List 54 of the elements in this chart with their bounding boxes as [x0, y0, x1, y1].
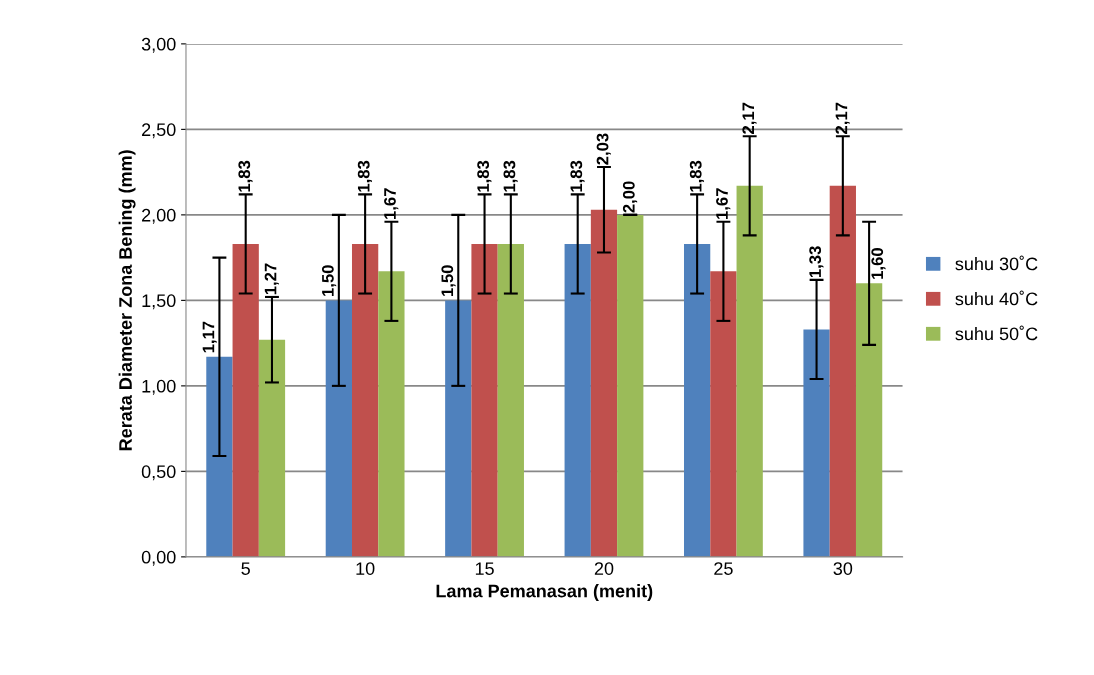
data-label: 1,83 [689, 160, 705, 192]
bar [617, 214, 644, 557]
y-axis-title: Rerata Diameter Zona Bening (mm) [118, 150, 136, 451]
y-tick-label: 2,50 [142, 123, 176, 139]
data-label: 1,83 [357, 160, 373, 192]
y-tick-label: 1,00 [142, 379, 176, 395]
data-label: 1,83 [503, 160, 518, 192]
bar [497, 243, 524, 557]
data-label: 1,60 [871, 248, 886, 279]
bar [232, 243, 259, 557]
y-tick-label: 0,50 [141, 465, 176, 481]
y-tick-label: 0,00 [141, 550, 176, 566]
bar [206, 356, 233, 557]
data-label: 1,83 [238, 160, 253, 192]
data-label: 2,17 [835, 102, 850, 134]
bar [258, 339, 286, 557]
x-tick-label: 5 [241, 562, 250, 575]
data-label: 1,67 [384, 188, 399, 219]
bar [351, 243, 379, 557]
bar [564, 243, 591, 557]
y-tick-label: 2,00 [142, 208, 176, 224]
bar [445, 300, 472, 557]
bar [378, 271, 405, 557]
data-label: 2,00 [622, 181, 638, 213]
bar [736, 185, 763, 557]
bar [684, 243, 711, 557]
data-label: 2,17 [742, 102, 757, 134]
bar [829, 185, 856, 557]
bar [803, 329, 830, 557]
data-label: 1,50 [321, 265, 337, 296]
data-label: 1,67 [716, 188, 731, 219]
data-label: 1,17 [202, 321, 217, 353]
data-label: 1,33 [809, 246, 824, 278]
data-label: 2,03 [596, 133, 611, 165]
bar [325, 300, 352, 557]
bar [471, 243, 498, 557]
x-axis-title: Lama Pemanasan (menit) [436, 584, 653, 601]
y-tick-label: 3,00 [141, 37, 176, 53]
x-tick-label: 15 [475, 562, 494, 575]
x-tick-label: 20 [594, 562, 614, 575]
x-tick-label: 30 [833, 562, 853, 575]
data-label: 1,27 [264, 263, 279, 295]
data-label: 1,83 [477, 160, 492, 192]
x-tick-label: 25 [714, 562, 733, 575]
x-tick-label: 10 [356, 562, 375, 575]
data-label: 1,50 [441, 265, 456, 296]
data-label: 1,83 [570, 160, 585, 192]
bar [855, 283, 883, 557]
bar [590, 209, 618, 557]
y-tick-label: 1,50 [142, 294, 176, 310]
legend-label: suhu 30˚C [955, 255, 1038, 271]
bar [710, 271, 737, 557]
legend-label: suhu 40˚C [955, 290, 1038, 306]
legend-label: suhu 50˚C [955, 325, 1038, 341]
